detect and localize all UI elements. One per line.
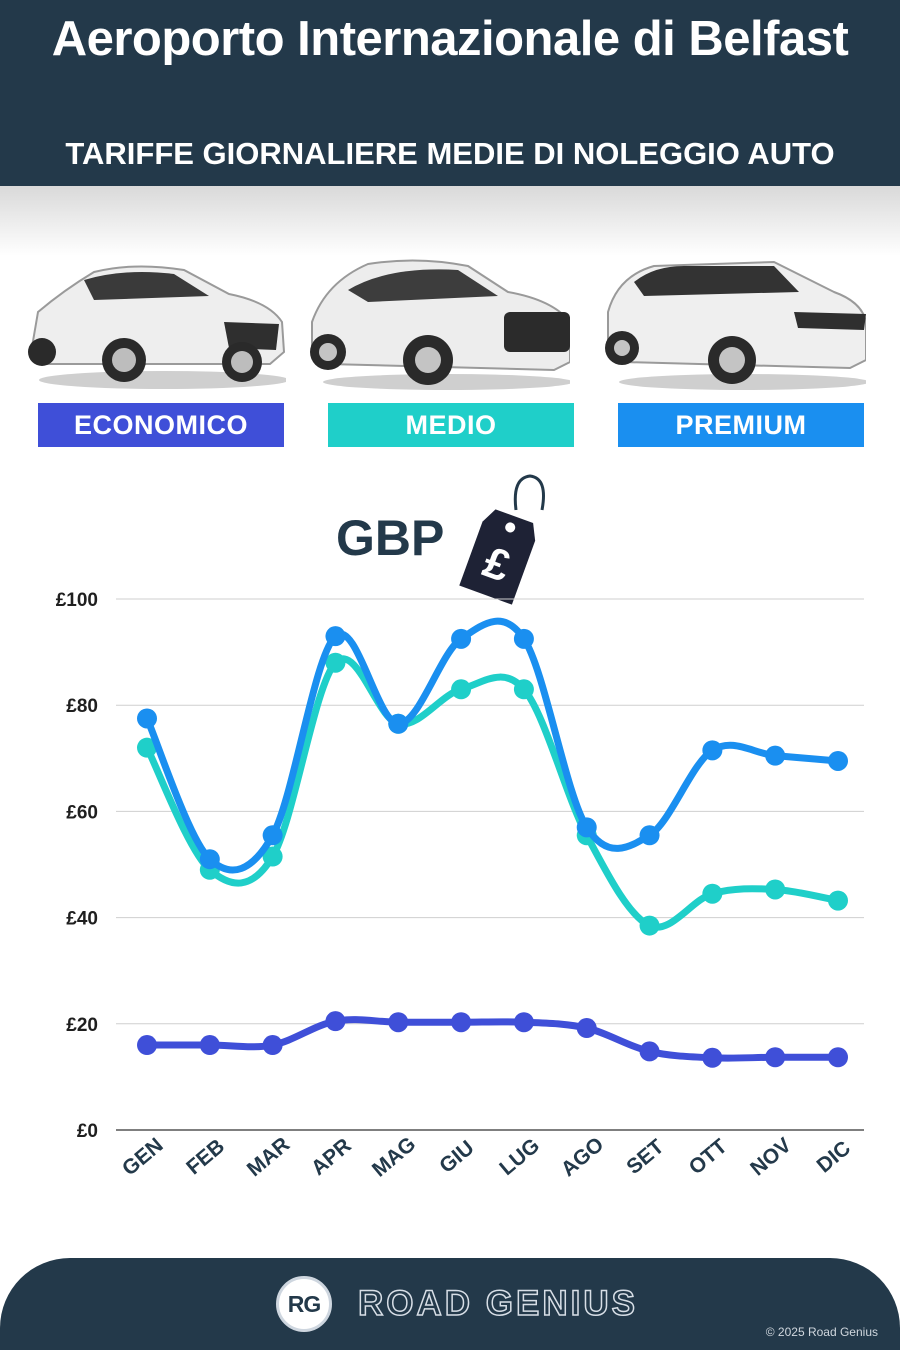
y-axis-tick-labels: £0 £20 £40 £60 £80 £100 [56,590,98,1142]
midsize-car-image [310,259,570,390]
data-point [199,1035,220,1056]
chart-gridlines [116,598,864,1131]
page-subtitle: TARIFFE GIORNALIERE MEDIE DI NOLEGGIO AU… [65,136,835,171]
data-point [451,1012,472,1033]
series-premium [137,617,848,874]
premium-car-image [605,260,866,390]
data-point [451,628,472,649]
x-tick-label: GIU [435,1136,478,1178]
x-tick-label: SET [622,1135,668,1179]
road-genius-logo: RG [276,1276,332,1332]
category-label-economy: ECONOMICO [38,403,284,447]
page-title: Aeroporto Internazionale di Belfast [51,12,849,66]
data-point [388,713,409,734]
data-point [576,1018,597,1039]
data-point [325,1011,346,1032]
series-economico [137,1011,848,1068]
y-tick-label: £80 [66,696,98,717]
category-label-premium: PREMIUM [618,403,864,447]
x-tick-label: MAR [243,1133,294,1181]
series-line [143,655,842,931]
x-tick-label: MAG [368,1132,420,1181]
chart-series [137,617,848,1068]
x-tick-label: APR [307,1134,356,1180]
x-tick-label: LUG [495,1134,544,1180]
x-tick-label: OTT [685,1135,732,1180]
data-point [513,679,534,700]
x-tick-label: FEB [182,1135,229,1180]
data-point [325,626,346,647]
data-point [702,1047,723,1068]
x-axis-tick-labels: GEN FEB MAR APR MAG GIU LUG AGO SET OTT NOV DIC [118,1132,855,1181]
data-point [325,652,346,673]
data-point [137,737,157,758]
data-point [828,1047,848,1068]
y-tick-label: £40 [66,909,98,930]
copyright: © 2025 Road Genius [765,1325,878,1339]
data-point [513,1012,534,1033]
y-tick-label: £60 [66,802,98,823]
economy-car-image [28,265,286,389]
brand-name: ROAD GENIUS [357,1283,638,1324]
x-tick-label: GEN [118,1134,168,1181]
series-line [143,617,842,874]
data-point [702,740,723,761]
data-point [576,817,597,838]
data-point [262,846,283,867]
data-point [639,915,660,936]
y-tick-label: £0 [77,1121,98,1142]
x-tick-label: DIC [813,1137,855,1178]
y-tick-label: £20 [66,1015,98,1036]
data-point [639,1041,660,1062]
data-point [828,750,848,771]
data-point [451,679,472,700]
data-point [388,1012,409,1033]
pound-price-tag-icon: £ [459,474,545,605]
footer [0,1258,900,1350]
x-tick-label: AGO [557,1133,608,1181]
data-point [639,825,660,846]
data-point [262,825,283,846]
data-point [137,1035,157,1056]
series-medio [137,652,848,936]
header: Aeroporto Internazionale di Belfast TARI… [0,0,900,186]
header-shadow [0,186,900,256]
data-point [765,879,786,900]
data-point [262,1035,283,1056]
y-tick-label: £100 [56,590,98,611]
currency-label: GBP [336,510,445,566]
line-chart: £0 £20 £40 £60 £80 £100 GEN FEB MAR APR MAG GIU LUG… [56,590,864,1182]
data-point [828,890,848,911]
data-point [702,883,723,904]
data-point [199,849,220,870]
x-tick-label: NOV [746,1134,796,1181]
data-point [137,708,157,729]
series-line [143,1016,842,1062]
data-point [765,1047,786,1068]
data-point [765,745,786,766]
data-point [513,628,534,649]
category-label-midsize: MEDIO [328,403,574,447]
